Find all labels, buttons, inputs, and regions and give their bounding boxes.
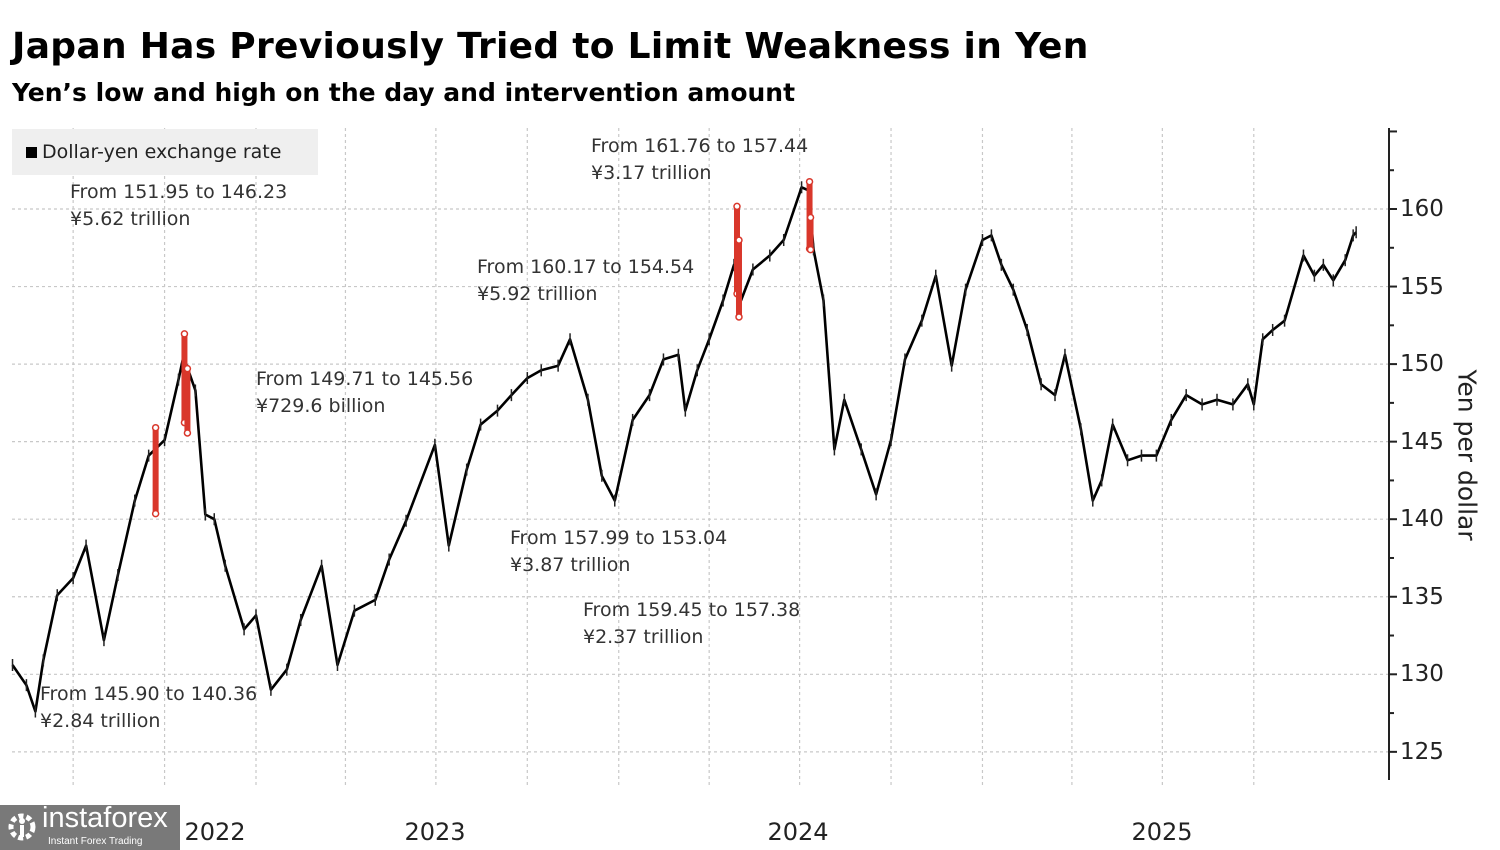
- legend-swatch: [26, 146, 37, 158]
- intervention-bar: [152, 427, 159, 514]
- intervention-bar: [735, 240, 742, 317]
- y-tick-label: 135: [1400, 583, 1444, 610]
- intervention-from-marker: [151, 423, 160, 432]
- intervention-from-marker: [733, 202, 741, 211]
- y-tick-label: 125: [1400, 738, 1444, 765]
- annotation-amount: ¥3.17 trillion: [591, 162, 712, 184]
- annotation-range: From 160.17 to 154.54: [477, 256, 695, 278]
- intervention-to-marker: [806, 245, 815, 254]
- logo-name: instaforex: [42, 802, 168, 834]
- annotation-2024-07-11: From 161.76 to 157.44 ¥3.17 trillion: [591, 133, 808, 187]
- y-tick-label: 140: [1400, 506, 1444, 533]
- annotation-range: From 159.45 to 157.38: [583, 599, 801, 621]
- annotation-range: From 149.71 to 145.56: [256, 368, 474, 390]
- y-tick-label: 145: [1400, 428, 1444, 455]
- annotation-range: From 161.76 to 157.44: [591, 135, 809, 157]
- x-tick-label-2022: 2022: [184, 818, 246, 846]
- intervention-from-marker: [735, 236, 743, 244]
- intervention-from-marker: [806, 213, 815, 222]
- chart-title: Japan Has Previously Tried to Limit Weak…: [12, 26, 1089, 67]
- annotation-amount: ¥2.84 trillion: [40, 710, 161, 732]
- annotation-2022-10-24: From 149.71 to 145.56 ¥729.6 billion: [256, 366, 473, 420]
- annotation-amount: ¥5.92 trillion: [477, 283, 598, 305]
- instaforex-logo: instaforex Instant Forex Trading: [0, 802, 180, 850]
- annotation-2024-07-12: From 159.45 to 157.38 ¥2.37 trillion: [583, 597, 800, 651]
- annotation-amount: ¥3.87 trillion: [510, 554, 631, 576]
- annotation-amount: ¥2.37 trillion: [583, 626, 704, 648]
- y-tick-label: 130: [1400, 661, 1444, 688]
- y-tick-label: 160: [1400, 196, 1444, 222]
- y-axis-label: Yen per dollar: [1452, 369, 1482, 541]
- intervention-bar: [184, 368, 191, 433]
- annotation-range: From 151.95 to 146.23: [70, 181, 288, 203]
- y-tick-label: 155: [1400, 273, 1444, 300]
- annotation-range: From 157.99 to 153.04: [510, 527, 728, 549]
- annotation-range: From 145.90 to 140.36: [40, 683, 258, 705]
- annotation-2024-04-29: From 160.17 to 154.54 ¥5.92 trillion: [477, 254, 694, 308]
- annotation-2024-05-01: From 157.99 to 153.04 ¥3.87 trillion: [510, 525, 727, 579]
- annotation-amount: ¥5.62 trillion: [70, 208, 191, 230]
- intervention-bar: [807, 217, 814, 250]
- intervention-to-marker: [183, 429, 192, 437]
- logo-tagline: Instant Forex Trading: [48, 836, 143, 847]
- x-tick-label-2023: 2023: [404, 818, 466, 846]
- gear-icon: [8, 813, 36, 841]
- intervention-to-marker: [151, 509, 160, 518]
- annotation-2022-10-21: From 151.95 to 146.23 ¥5.62 trillion: [70, 179, 287, 233]
- y-tick-label: 150: [1400, 351, 1444, 378]
- intervention-from-marker: [183, 364, 192, 373]
- intervention-from-marker: [805, 177, 814, 186]
- intervention-to-marker: [735, 313, 743, 321]
- legend: Dollar-yen exchange rate: [12, 129, 318, 175]
- chart-subtitle: Yen’s low and high on the day and interv…: [12, 78, 796, 107]
- intervention-from-marker: [180, 330, 189, 338]
- x-tick-label-2025: 2025: [1131, 818, 1193, 846]
- x-tick-label-2024: 2024: [767, 818, 829, 846]
- annotation-2022-09-22: From 145.90 to 140.36 ¥2.84 trillion: [40, 681, 257, 735]
- annotation-amount: ¥729.6 billion: [256, 395, 386, 417]
- legend-label: Dollar-yen exchange rate: [42, 141, 282, 163]
